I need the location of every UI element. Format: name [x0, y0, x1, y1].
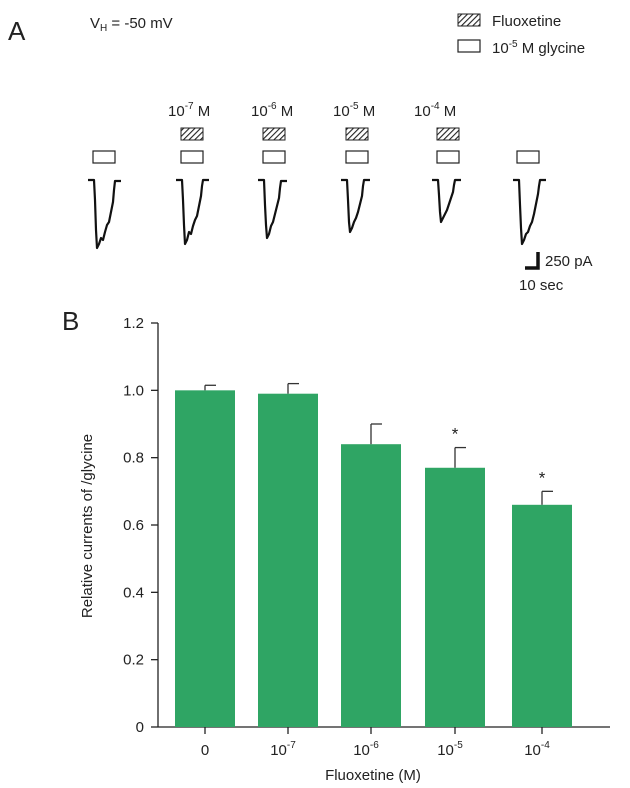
conc-label-2: 10-6 M: [251, 101, 293, 120]
conc-label-3: 10-5 M: [333, 101, 375, 120]
fluoxetine-bar-4: [436, 127, 460, 141]
legend-label-glycine: 10-5 M glycine: [492, 39, 585, 57]
scale-bar-time: 10 sec: [519, 277, 564, 294]
holding-potential: VH = -50 mV: [90, 15, 173, 34]
y-tick-label-2: 0.4: [123, 584, 144, 601]
x-tick-label-2: 10-6: [353, 740, 379, 759]
x-tick-label-3: 10-5: [437, 740, 463, 759]
trace-washout: [513, 178, 546, 246]
trace-1e-5: [341, 178, 370, 234]
concentration-labels: 10-7 M 10-6 M 10-5 M 10-4 M: [168, 101, 456, 120]
significance-mark-3: *: [452, 425, 459, 444]
x-tick-label-4: 10-4: [524, 740, 550, 759]
glycine-bar-4: [436, 150, 460, 164]
glycine-bar-1: [180, 150, 204, 164]
y-tick-label-3: 0.6: [123, 517, 144, 534]
y-tick-label-4: 0.8: [123, 450, 144, 467]
bar-1: [258, 393, 318, 727]
scale-bar-lines: [525, 252, 540, 270]
x-axis-label: Fluoxetine (M): [325, 767, 421, 784]
scale-bar-current: 250 pA: [545, 253, 593, 270]
application-bars: [92, 127, 540, 164]
scale-bar: 250 pA 10 sec: [519, 252, 593, 294]
x-tick-label-0: 0: [201, 742, 209, 759]
glycine-bar-control: [92, 150, 116, 164]
y-tick-label-1: 0.2: [123, 652, 144, 669]
bar-2: [341, 444, 401, 727]
y-tick-label-0: 0: [136, 719, 144, 736]
bar-0: [175, 390, 235, 727]
conc-label-4: 10-4 M: [414, 101, 456, 120]
legend-label-fluoxetine: Fluoxetine: [492, 13, 561, 30]
fluoxetine-bar-1: [180, 127, 204, 141]
chart-plot: 0 0.2 0.4 0.6 0.8 1.0 1.2 0 10-7 10-6 * 10-5 * 10-4: [123, 315, 610, 759]
trace-control: [88, 178, 121, 250]
trace-1e-4: [432, 178, 461, 224]
panel-b: B Relative currents of /glycine Fluoxeti…: [62, 306, 610, 784]
significance-mark-4: *: [539, 468, 546, 487]
legend-swatch-open: [457, 39, 481, 53]
bar-4: [512, 504, 572, 727]
trace-1e-7: [176, 178, 209, 246]
panel-a: A VH = -50 mV Fluoxetine 10-5 M glycine …: [8, 13, 593, 294]
y-tick-label-5: 1.0: [123, 382, 144, 399]
glycine-bar-washout: [516, 150, 540, 164]
conc-label-1: 10-7 M: [168, 101, 210, 120]
fluoxetine-bar-3: [345, 127, 369, 141]
y-axis-label: Relative currents of /glycine: [79, 434, 96, 618]
legend-swatch-hatched: [457, 13, 481, 27]
trace-1e-6: [258, 178, 287, 240]
glycine-bar-2: [262, 150, 286, 164]
y-tick-label-6: 1.2: [123, 315, 144, 332]
fluoxetine-bar-2: [262, 127, 286, 141]
x-tick-label-1: 10-7: [270, 740, 296, 759]
panel-b-label: B: [62, 306, 79, 336]
legend: Fluoxetine 10-5 M glycine: [457, 13, 585, 57]
panel-a-label: A: [8, 16, 26, 46]
bar-3: [425, 467, 485, 727]
glycine-bar-3: [345, 150, 369, 164]
